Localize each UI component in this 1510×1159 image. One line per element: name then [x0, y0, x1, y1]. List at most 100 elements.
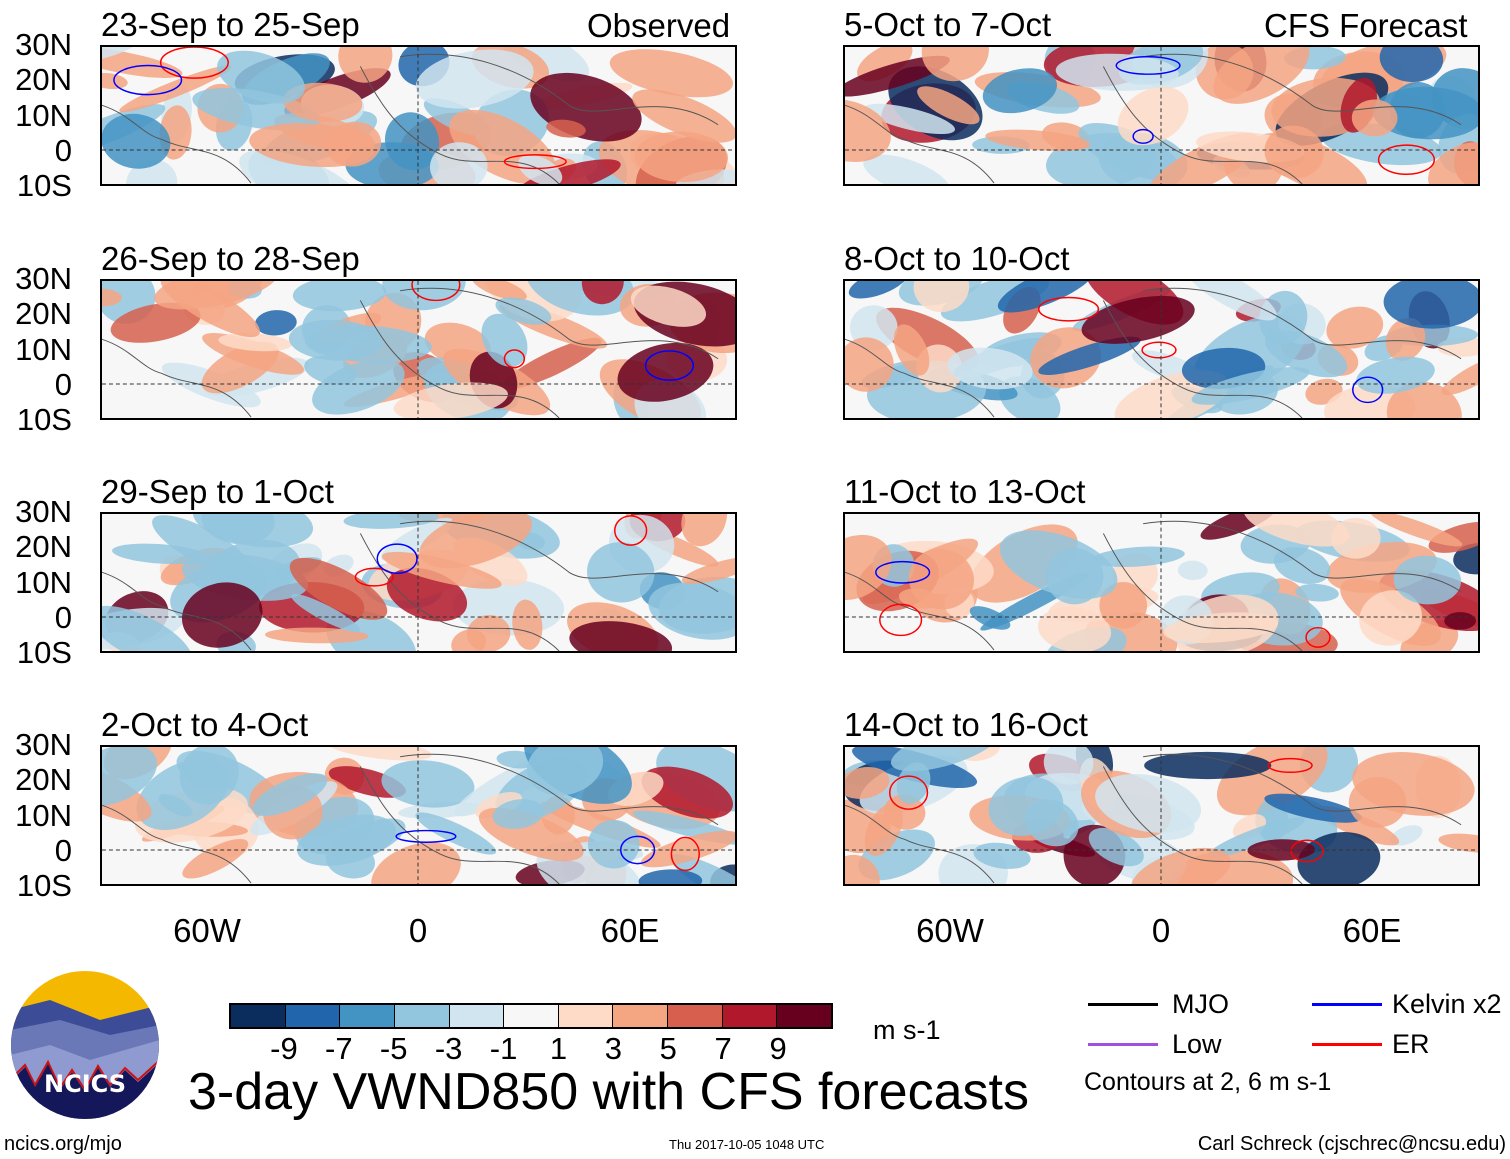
anomaly-shading	[1379, 47, 1444, 83]
anomaly-shading	[304, 355, 357, 385]
colorbar-tick-label: -5	[379, 1031, 408, 1066]
anomaly-shading	[1359, 590, 1422, 646]
anomaly-shading	[587, 819, 640, 869]
colorbar-tick-label: -7	[325, 1031, 353, 1066]
legend-er: ER	[1392, 1029, 1430, 1059]
anomaly-shading	[1330, 517, 1381, 559]
anomaly-shading	[1043, 747, 1094, 785]
lon-label: 0	[1151, 912, 1171, 949]
anomaly-shading	[913, 281, 970, 313]
lat-label: 0	[54, 833, 72, 868]
anomaly-shading	[1163, 612, 1279, 644]
anomaly-shading	[429, 142, 488, 184]
panel-title: 26-Sep to 28-Sep	[101, 240, 360, 277]
anomaly-shading	[289, 557, 388, 620]
colorbar-swatch	[394, 1005, 450, 1027]
anomaly-shading	[648, 582, 735, 640]
anomaly-shading	[466, 614, 511, 651]
colorbar-swatch	[285, 1005, 341, 1027]
anomaly-shading	[863, 154, 950, 184]
anomaly-shading	[1393, 555, 1462, 605]
anomaly-shading	[1088, 827, 1144, 867]
wave-contour	[1038, 296, 1100, 322]
legend-kelvin-line	[1312, 1003, 1382, 1006]
colorbar-swatch	[777, 1005, 832, 1027]
lat-label: 10S	[16, 402, 72, 437]
anomaly-shading	[896, 762, 931, 804]
anomaly-shading	[917, 86, 980, 125]
colorbar-tick-label: 1	[549, 1031, 568, 1066]
anomaly-shading	[182, 838, 249, 879]
colorbar-swatch	[504, 1005, 559, 1027]
anomaly-shading	[1383, 281, 1478, 329]
anomaly-shading	[845, 767, 890, 799]
anomaly-shading	[1038, 606, 1112, 651]
anomaly-shading	[292, 281, 387, 312]
lat-label: 10S	[16, 635, 72, 670]
anomaly-shading	[1055, 53, 1179, 91]
anomaly-shading	[1348, 777, 1407, 828]
lat-label: 10N	[15, 798, 72, 833]
lat-label: 10N	[15, 332, 72, 367]
anomaly-shading	[982, 68, 1058, 114]
coastline	[845, 753, 1462, 884]
wave-contour	[1115, 55, 1181, 75]
anomaly-shading	[546, 119, 586, 138]
colorbar-units: m s-1	[873, 1015, 941, 1045]
anomaly-shading	[1038, 336, 1141, 375]
anomaly-shading	[492, 799, 544, 829]
colorbar-tick-label: 5	[659, 1031, 677, 1066]
lat-label: 20N	[15, 62, 72, 97]
anomaly-shading	[419, 514, 532, 569]
panel-title: 11-Oct to 13-Oct	[844, 473, 1086, 510]
wave-contour	[1132, 128, 1154, 144]
anomaly-shading	[947, 347, 1033, 390]
footer-credit: Carl Schreck (cjschrec@ncsu.edu)	[1197, 1133, 1506, 1155]
anomaly-shading	[864, 103, 955, 135]
wave-contour	[1290, 839, 1324, 863]
colorbar-tick-label: -9	[270, 1031, 298, 1066]
colorbar-swatch	[340, 1005, 395, 1027]
anomaly-shading	[1177, 560, 1208, 581]
lat-label: 10S	[16, 868, 72, 903]
anomaly-shading	[586, 542, 655, 603]
wave-contour	[113, 64, 183, 96]
anomaly-shading	[102, 47, 183, 78]
anomaly-shading	[632, 89, 735, 143]
coastline	[845, 53, 1462, 184]
coastline	[845, 287, 1462, 418]
anomaly-shading	[908, 548, 974, 610]
anomaly-shading	[201, 341, 279, 394]
anomaly-shading	[218, 333, 292, 352]
lat-label: 30N	[15, 494, 72, 529]
anomaly-shading	[291, 594, 361, 633]
wave-contour	[395, 829, 457, 843]
coastline	[102, 753, 719, 884]
anomaly-shading	[1264, 793, 1362, 823]
anomaly-shading	[382, 551, 502, 589]
colorbar	[229, 1003, 833, 1029]
anomaly-shading	[681, 556, 735, 584]
anomaly-shading	[304, 325, 432, 363]
anomaly-shading	[179, 747, 239, 805]
anomaly-shading	[181, 582, 263, 648]
panel-title: 23-Sep to 25-Sep	[101, 6, 360, 43]
anomaly-shading	[1095, 773, 1202, 833]
anomaly-shading	[527, 747, 604, 796]
anomaly-shading	[969, 606, 1011, 630]
anomaly-shading	[1428, 142, 1478, 184]
anomaly-shading	[845, 854, 880, 884]
anomaly-shading	[845, 99, 891, 162]
anomaly-shading	[239, 150, 361, 184]
colorbar-swatch	[558, 1005, 614, 1027]
wave-contour	[1141, 341, 1177, 359]
anomaly-shading	[641, 766, 734, 819]
colorbar-swatch	[231, 1005, 286, 1027]
anomaly-shading	[999, 530, 1118, 599]
lon-label: 60E	[1342, 912, 1402, 949]
anomaly-shading	[381, 760, 475, 808]
anomaly-shading	[1208, 817, 1305, 858]
panel-title: 2-Oct to 4-Oct	[101, 706, 309, 743]
legend-low: Low	[1172, 1029, 1222, 1059]
footer-url[interactable]: ncics.org/mjo	[4, 1133, 122, 1155]
